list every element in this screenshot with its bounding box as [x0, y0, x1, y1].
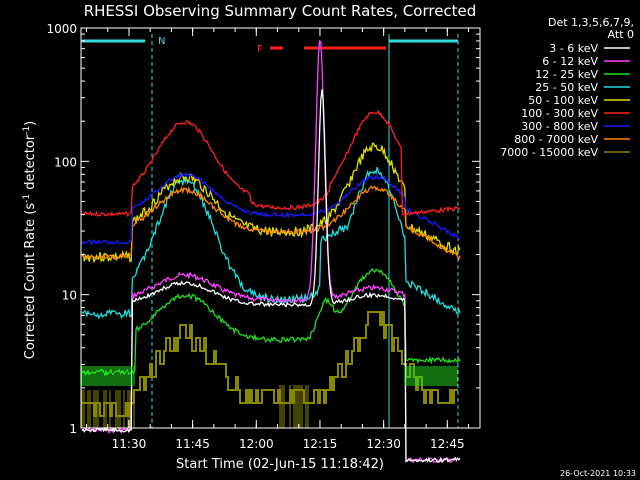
- timestamp: 26-Oct-2021 10:33: [560, 469, 636, 478]
- flare-bars: F: [257, 44, 386, 55]
- series-lines: [81, 40, 461, 464]
- night-label: N: [158, 36, 165, 47]
- y-tick-label: 10: [62, 289, 77, 303]
- series-12-25-kev: [81, 267, 461, 377]
- legend-header: Det 1,3,5,6,7,9,: [548, 16, 634, 29]
- x-tick-label: 12:00: [239, 437, 274, 451]
- x-tick-label: 12:30: [366, 437, 401, 451]
- x-axis-label: Start Time (02-Jun-15 11:18:42): [176, 457, 384, 472]
- series-25-50-kev: [81, 167, 461, 320]
- legend-entry-label: 6 - 12 keV: [542, 55, 598, 68]
- legend-entry-label: 50 - 100 keV: [528, 94, 598, 107]
- legend-entry-label: 12 - 25 keV: [535, 68, 598, 81]
- plot-frame: [80, 27, 481, 429]
- flare-label: F: [257, 44, 263, 55]
- x-tick-label: 11:45: [175, 437, 210, 451]
- legend-entry-label: 300 - 800 keV: [521, 120, 598, 133]
- legend-header: Att 0: [608, 28, 634, 41]
- plot-border: [80, 27, 481, 429]
- legend-entry-label: 800 - 7000 keV: [514, 133, 598, 146]
- legend-entry-label: 7000 - 15000 keV: [500, 146, 598, 159]
- x-tick-label: 11:30: [112, 437, 147, 451]
- y-axis-label: Corrected Count Rate (s-1 detector-1): [22, 121, 38, 359]
- series-7000-15000-kev: [82, 311, 458, 417]
- y-tick-label: 1000: [46, 22, 77, 36]
- series-50-100-kev: [81, 142, 461, 264]
- series-300-800-kev: [81, 172, 461, 246]
- x-tick-label: 12:15: [303, 437, 338, 451]
- y-tick-label: 100: [54, 155, 77, 169]
- y-tick-label: 1: [69, 422, 77, 436]
- series-100-300-kev: [81, 109, 461, 218]
- axes: 1 10 100 1000 11:30 11:45 12:00 12:15 12:30 12:45: [46, 22, 480, 451]
- x-tick-label: 12:45: [430, 437, 465, 451]
- series-800-7000-kev: [81, 185, 461, 261]
- legend-entry-label: 3 - 6 keV: [549, 42, 598, 55]
- chart-title: RHESSI Observing Summary Count Rates, Co…: [84, 2, 477, 20]
- series-3-6-kev: [81, 89, 461, 463]
- plot-area: N: [82, 34, 459, 428]
- legend-entry-label: 25 - 50 keV: [535, 81, 598, 94]
- legend-entry-label: 100 - 300 keV: [521, 107, 598, 120]
- series-6-12-kev: [81, 40, 461, 464]
